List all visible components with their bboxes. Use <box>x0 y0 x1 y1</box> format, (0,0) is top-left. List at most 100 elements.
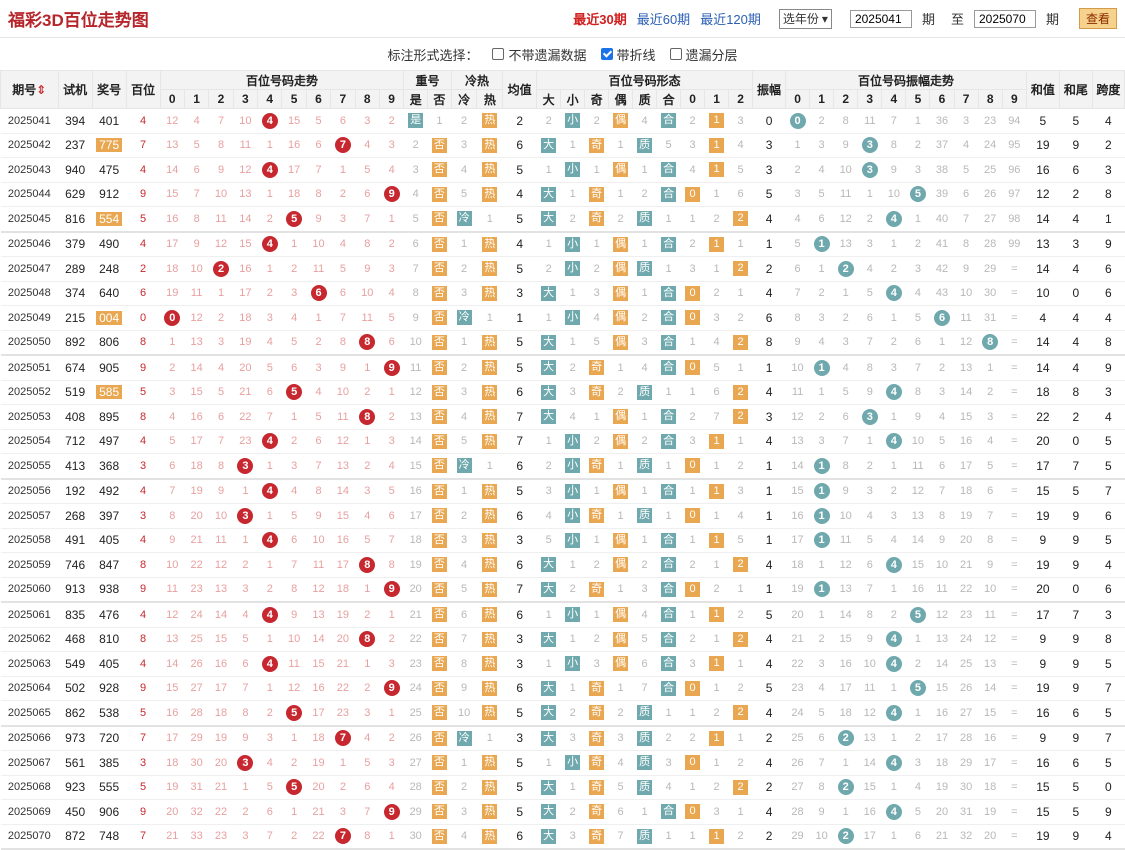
cell-amptrend: = <box>1002 503 1027 529</box>
cell-amptrend: 2 <box>978 380 1003 405</box>
missing-value: 1 <box>242 781 249 794</box>
cell-cold: 1 <box>451 750 477 776</box>
option-no-missing-label: 不带遗漏数据 <box>508 47 587 63</box>
trend-ball: 8 <box>359 334 376 351</box>
cell-trial: 468 <box>58 627 93 652</box>
missing-value: 10 <box>288 633 301 646</box>
missing-value: 3 <box>593 657 600 670</box>
cell-amptrend: 25 <box>785 725 810 751</box>
missing-value: = <box>1011 682 1018 695</box>
cell-hundred: 7 <box>126 725 161 751</box>
missing-value: 12 <box>409 386 422 399</box>
query-button[interactable]: 查看 <box>1078 8 1117 29</box>
cell-repeat-no: 否 <box>427 182 452 207</box>
to-period-input[interactable] <box>973 9 1036 28</box>
header-period[interactable]: 期号⇕ <box>0 70 59 109</box>
cell-amptrend: 5 <box>905 602 930 628</box>
cell-trend: 2 <box>160 355 185 381</box>
from-period-input[interactable] <box>849 9 912 28</box>
missing-value: 4 <box>364 139 371 152</box>
cell-amptrend: 3 <box>809 305 834 331</box>
amp-ball: 6 <box>934 309 950 326</box>
cell-span: 5 <box>1092 453 1125 480</box>
shape-tag: 小 <box>565 607 581 623</box>
cell-amptrend: 2 <box>857 206 882 233</box>
cell-amptrend: 1 <box>881 775 906 800</box>
option-layered[interactable]: 遗漏分层 <box>669 45 738 64</box>
cell-trend: 1 <box>257 256 282 282</box>
missing-value: 2 <box>364 608 371 621</box>
missing-value: 2 <box>291 435 298 448</box>
cell-amptrend: 8 <box>881 133 906 158</box>
missing-value: 28 <box>959 732 973 745</box>
table-row: 2025064 502 928 9 15 27 17 7 1 12 16 22 2 9 24 否 9 热 6 大 1 奇 1… <box>0 676 1125 701</box>
cell-amptrend: 1 <box>905 700 930 727</box>
header-digit: 4 <box>257 89 283 109</box>
missing-value: 18 <box>190 459 203 472</box>
checkbox-polyline[interactable] <box>600 48 613 60</box>
header-trial: 试机 <box>57 70 93 109</box>
link-recent-60[interactable]: 最近60期 <box>636 12 691 27</box>
cell-trend: 30 <box>184 750 209 776</box>
cell-shape: 大 <box>536 627 561 652</box>
cell-amptrend: = <box>1002 256 1027 282</box>
cell-shape: 0 <box>680 750 705 776</box>
missing-value: 10 <box>984 583 997 596</box>
option-no-missing[interactable]: 不带遗漏数据 <box>492 45 587 64</box>
missing-value: 2 <box>689 114 696 127</box>
missing-value: 2 <box>794 163 801 176</box>
missing-value: 7 <box>169 485 176 498</box>
missing-value: 22 <box>239 410 252 423</box>
option-polyline[interactable]: 带折线 <box>600 45 656 64</box>
missing-value: 2 <box>890 485 897 498</box>
shape-tag: 合 <box>661 483 677 499</box>
cell-shape: 1 <box>608 453 633 480</box>
missing-value: 1 <box>890 732 897 745</box>
header-amp-digit: 9 <box>1001 89 1027 109</box>
cell-amptrend: 20 <box>954 528 979 553</box>
shape-tag: 奇 <box>589 705 605 721</box>
missing-value: 2 <box>689 732 696 745</box>
cell-shape: 合 <box>656 528 681 553</box>
missing-value: 1 <box>818 262 825 275</box>
missing-value: 2 <box>593 633 600 646</box>
checkbox-layered[interactable] <box>669 48 682 60</box>
cell-amp: 1 <box>752 355 786 381</box>
cell-tail: 0 <box>1059 577 1093 603</box>
missing-value: 3 <box>364 114 371 127</box>
missing-value: 1 <box>266 188 273 201</box>
cell-tail: 4 <box>1059 305 1093 331</box>
cell-shape: 2 <box>680 552 705 578</box>
missing-value: 2 <box>689 558 696 571</box>
cell-shape: 1 <box>704 750 729 776</box>
cell-trend: 1 <box>379 206 404 233</box>
cell-span: 3 <box>1092 602 1125 628</box>
cell-shape: 3 <box>704 305 729 331</box>
cell-hundred: 8 <box>126 330 161 356</box>
cell-shape: 2 <box>728 330 753 356</box>
cell-avg: 5 <box>502 750 537 776</box>
cell-shape: 4 <box>632 355 657 381</box>
checkbox-no-missing[interactable] <box>492 48 505 60</box>
missing-value: 11 <box>839 534 852 547</box>
cell-amptrend: 13 <box>833 231 858 257</box>
missing-value: 11 <box>190 287 203 300</box>
missing-value: 19 <box>984 805 997 818</box>
missing-value: 33 <box>190 830 203 843</box>
header-shape: 百位号码形态 <box>536 70 754 90</box>
cell-trend: 5 <box>379 478 404 504</box>
cell-trend: 9 <box>306 503 331 529</box>
shape-tag: 小 <box>565 755 581 771</box>
year-select[interactable]: 选年份 ▾ <box>778 8 832 29</box>
cell-trend: 8 <box>355 824 380 850</box>
cell-shape: 1 <box>656 256 681 282</box>
link-recent-120[interactable]: 最近120期 <box>700 12 761 27</box>
link-recent-30[interactable]: 最近30期 <box>573 12 627 27</box>
repeat-tag: 否 <box>431 137 447 153</box>
cell-trend: 12 <box>233 157 258 183</box>
hot-tag: 热 <box>482 409 498 425</box>
hot-tag: 热 <box>482 384 498 400</box>
cell-shape: 2 <box>608 700 633 727</box>
cell-span: 4 <box>1092 552 1125 578</box>
cell-trend: 19 <box>160 281 185 306</box>
